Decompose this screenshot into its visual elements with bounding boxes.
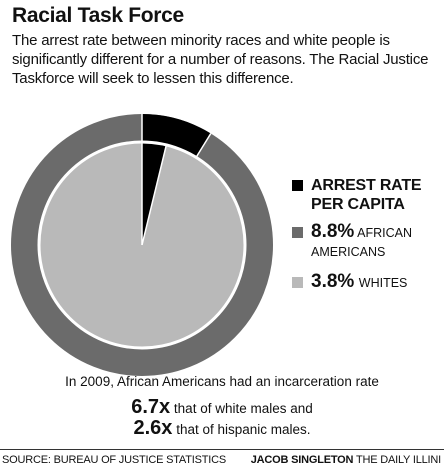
footer-rule (0, 449, 444, 450)
ring-gap (37, 140, 247, 350)
legend-title-row: ARREST RATE PER CAPITA (292, 176, 442, 214)
page-title: Racial Task Force (12, 4, 184, 27)
legend-label-whites: WHITES (358, 276, 408, 290)
legend-swatch-whites (292, 277, 303, 288)
legend-item-african-americans: 8.8% AFRICAN AMERICANS (292, 222, 442, 262)
source-credit: SOURCE: BUREAU OF JUSTICE STATISTICS (2, 454, 227, 466)
chart-legend: ARREST RATE PER CAPITA 8.8% AFRICAN AMER… (292, 176, 442, 293)
page-subtitle: The arrest rate between minority races a… (12, 32, 429, 87)
share-edge-1 (141, 144, 168, 246)
legend-item-whites: 3.8% WHITES (292, 272, 442, 293)
note-line-3: 2.6x that of hispanic males. (0, 417, 444, 440)
legend-title: ARREST RATE PER CAPITA (311, 177, 422, 213)
note-hispanic-ratio: 2.6x (133, 417, 173, 439)
note-line-1: In 2009, African Americans had an incarc… (65, 374, 379, 389)
legend-swatch-african-americans (292, 227, 303, 238)
ring-share-african-americans (142, 114, 211, 158)
legend-value-african-americans: 8.8% (311, 221, 355, 242)
legend-value-whites: 3.8% (311, 271, 355, 292)
legend-title-swatch (292, 180, 303, 191)
note-white-ratio: 6.7x (131, 396, 171, 418)
note-hispanic-text: that of hispanic males. (176, 422, 311, 437)
legend-label-african-americans: AFRICAN AMERICANS (311, 226, 412, 259)
publication-name: THE DAILY ILLINI (355, 454, 441, 466)
share-edge-0 (195, 133, 212, 158)
author-name: JACOB SINGLETON (250, 454, 354, 466)
note-white-text: that of white males and (173, 401, 313, 416)
byline: JACOB SINGLETON THE DAILY ILLINI (251, 454, 441, 466)
note-line-2: 6.7x that of white males and (0, 396, 444, 419)
